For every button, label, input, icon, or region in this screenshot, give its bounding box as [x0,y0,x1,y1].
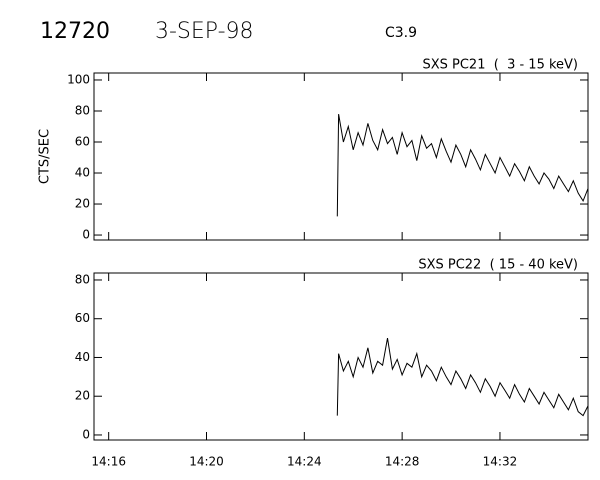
event-number: 12720 [40,19,110,44]
y-tick-label: 0 [82,228,90,242]
x-tick-label: 14:24 [287,455,322,469]
y-tick-label: 40 [75,350,90,364]
y-tick-label: 60 [75,311,90,325]
x-tick-label: 14:32 [483,455,518,469]
plot-frame [93,72,589,241]
y-tick-label: 20 [75,389,90,403]
count-rate-line [336,338,589,417]
flare-class: C3.9 [385,25,417,41]
y-tick-label: 0 [82,427,90,441]
y-axis-label: CTS/SEC [38,129,53,184]
x-tick-label: 14:28 [385,455,420,469]
x-tick-label: 14:20 [189,455,224,469]
y-tick-label: 80 [75,103,90,117]
y-tick-label: 20 [75,197,90,211]
panel-title: SXS PC22 ( 15 - 40 keV) [418,258,578,273]
y-tick-label: 100 [67,72,90,86]
count-rate-line [336,114,589,217]
plot-frame [93,272,589,441]
date: 3-SEP-98 [155,19,254,44]
y-tick-label: 40 [75,166,90,180]
y-tick-label: 60 [75,135,90,149]
x-tick-label: 14:16 [91,455,126,469]
y-tick-label: 80 [75,272,90,286]
panel-title: SXS PC21 ( 3 - 15 keV) [422,58,578,73]
